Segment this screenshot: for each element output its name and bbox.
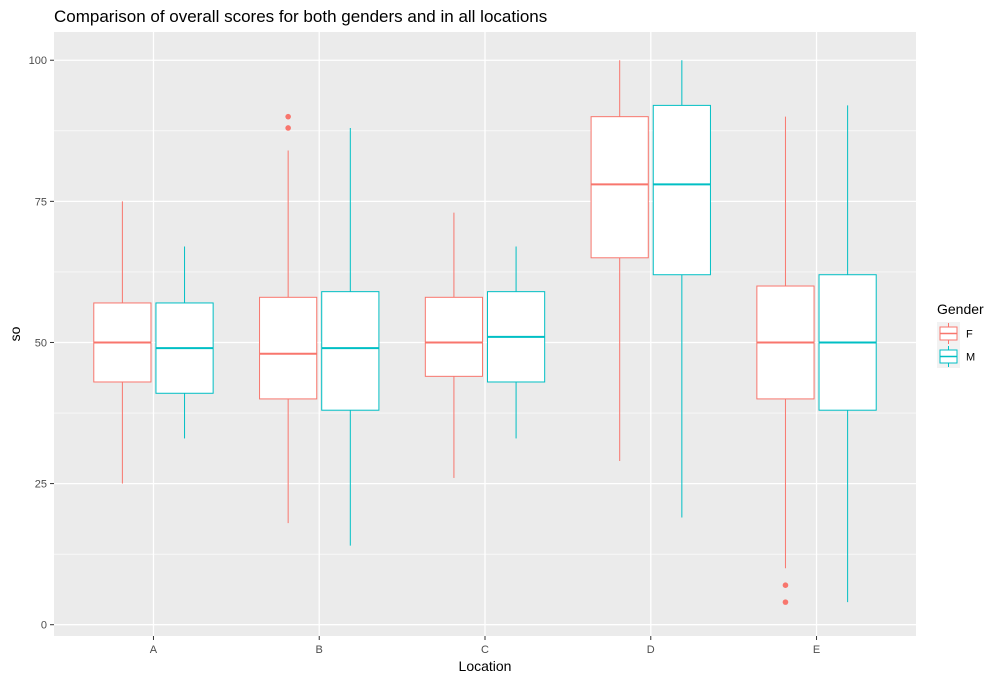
box-iqr bbox=[652, 104, 711, 276]
outlier-point bbox=[285, 125, 291, 131]
chart-title: Comparison of overall scores for both ge… bbox=[54, 7, 547, 26]
box-iqr bbox=[424, 296, 484, 377]
box-iqr bbox=[590, 116, 649, 259]
box-F-A bbox=[93, 201, 152, 484]
x-axis: A B C D E bbox=[150, 636, 820, 656]
outlier-point bbox=[782, 599, 789, 605]
legend-key-M: M bbox=[937, 345, 975, 368]
outlier-point bbox=[285, 113, 291, 120]
y-tick-label: 75 bbox=[35, 196, 47, 208]
legend-label: F bbox=[966, 329, 973, 341]
x-tick-label: D bbox=[647, 644, 655, 656]
y-axis: 0 25 50 75 100 bbox=[29, 55, 54, 632]
box-F-C bbox=[424, 212, 484, 478]
box-F-E bbox=[756, 116, 815, 605]
x-tick-label: B bbox=[316, 644, 323, 656]
legend-label: M bbox=[966, 352, 975, 364]
x-tick-label: C bbox=[481, 644, 489, 656]
outlier-point bbox=[782, 582, 789, 588]
boxes-layer bbox=[93, 60, 877, 605]
box-M-B bbox=[321, 127, 380, 546]
y-tick-label: 0 bbox=[41, 620, 47, 632]
box-F-B bbox=[259, 113, 318, 524]
box-M-D bbox=[652, 60, 711, 518]
x-tick-label: E bbox=[813, 644, 820, 656]
box-iqr bbox=[259, 296, 318, 400]
x-axis-title: Location bbox=[459, 658, 512, 674]
y-tick-label: 25 bbox=[35, 479, 47, 491]
legend-title: Gender bbox=[937, 301, 984, 317]
box-F-D bbox=[590, 60, 649, 462]
box-M-C bbox=[486, 246, 546, 439]
y-tick-label: 50 bbox=[35, 337, 47, 349]
legend-key-F: F bbox=[937, 322, 973, 345]
box-M-A bbox=[155, 246, 214, 439]
x-tick-label: A bbox=[150, 644, 158, 656]
box-iqr bbox=[321, 291, 380, 411]
box-M-E bbox=[818, 105, 877, 603]
legend: Gender FM bbox=[937, 301, 984, 368]
y-axis-title: so bbox=[7, 326, 23, 341]
y-tick-label: 100 bbox=[29, 55, 47, 67]
